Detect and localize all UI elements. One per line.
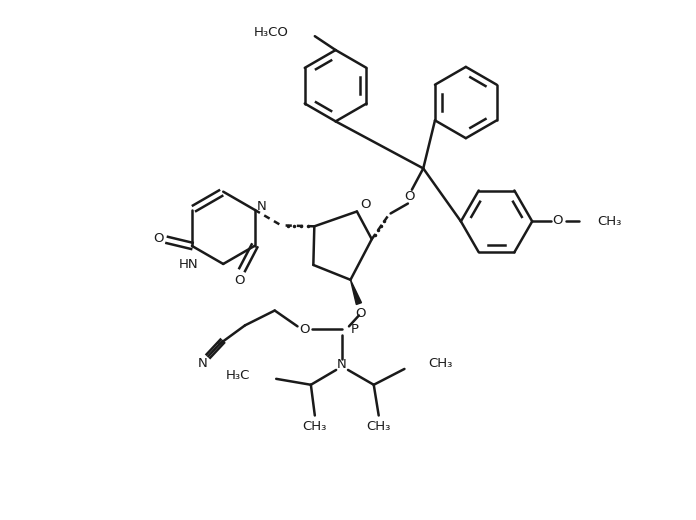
- Text: H₃CO: H₃CO: [254, 25, 289, 38]
- Polygon shape: [351, 280, 361, 305]
- Text: P: P: [351, 323, 359, 336]
- Text: H₃C: H₃C: [226, 369, 251, 382]
- Text: CH₃: CH₃: [598, 215, 622, 228]
- Text: O: O: [553, 214, 563, 227]
- Text: N: N: [257, 200, 267, 213]
- Text: O: O: [299, 323, 310, 336]
- Text: O: O: [356, 307, 366, 320]
- Text: CH₃: CH₃: [367, 420, 391, 433]
- Text: O: O: [235, 274, 245, 287]
- Text: CH₃: CH₃: [428, 357, 452, 370]
- Text: HN: HN: [179, 258, 198, 271]
- Text: CH₃: CH₃: [303, 420, 327, 433]
- Text: O: O: [361, 198, 371, 211]
- Text: O: O: [153, 232, 164, 245]
- Text: N: N: [337, 358, 347, 371]
- Text: N: N: [198, 357, 207, 370]
- Text: O: O: [404, 190, 415, 203]
